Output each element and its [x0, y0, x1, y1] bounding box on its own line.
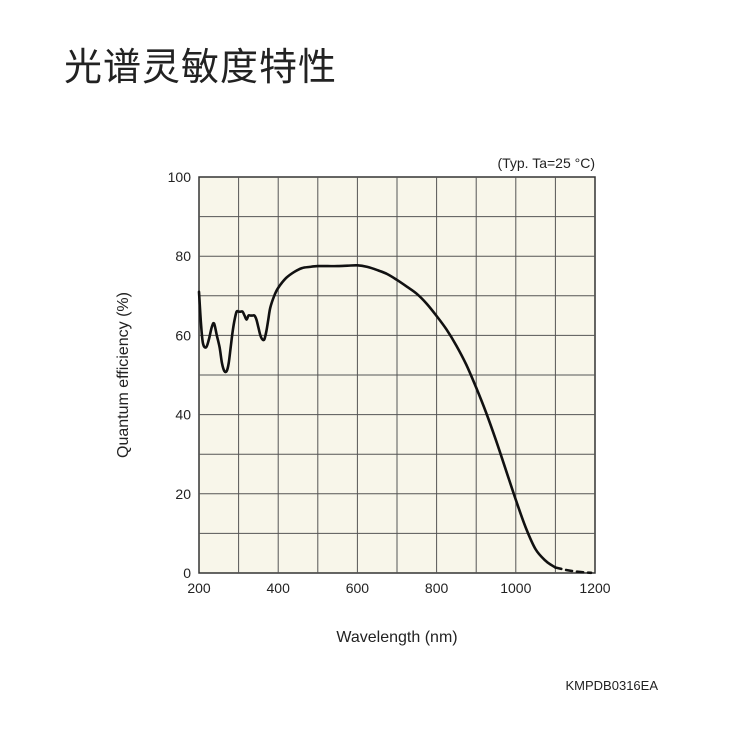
y-axis-title: Quantum efficiency (%)	[115, 292, 132, 458]
x-tick-600: 600	[346, 580, 370, 596]
x-tick-1000: 1000	[500, 580, 531, 596]
x-axis-title: Wavelength (nm)	[336, 629, 457, 646]
y-tick-60: 60	[175, 327, 191, 343]
y-tick-80: 80	[175, 248, 191, 264]
y-tick-100: 100	[168, 169, 192, 185]
qe-curve	[197, 263, 557, 569]
x-tick-labels: 200 400 600 800 1000 1200	[187, 580, 610, 596]
y-tick-20: 20	[175, 486, 191, 502]
y-tick-0: 0	[183, 565, 191, 581]
qe-curve-extrapolated	[554, 566, 593, 575]
figure-code: KMPDB0316EA	[565, 678, 659, 693]
x-tick-1200: 1200	[579, 580, 610, 596]
y-tick-labels: 0 20 40 60 80 100	[168, 169, 192, 581]
y-tick-40: 40	[175, 407, 191, 423]
x-tick-400: 400	[267, 580, 291, 596]
x-tick-200: 200	[187, 580, 211, 596]
condition-note: (Typ. Ta=25 °C)	[497, 155, 595, 171]
curves	[197, 263, 593, 575]
x-tick-800: 800	[425, 580, 449, 596]
page-title: 光谱灵敏度特性	[64, 45, 338, 89]
